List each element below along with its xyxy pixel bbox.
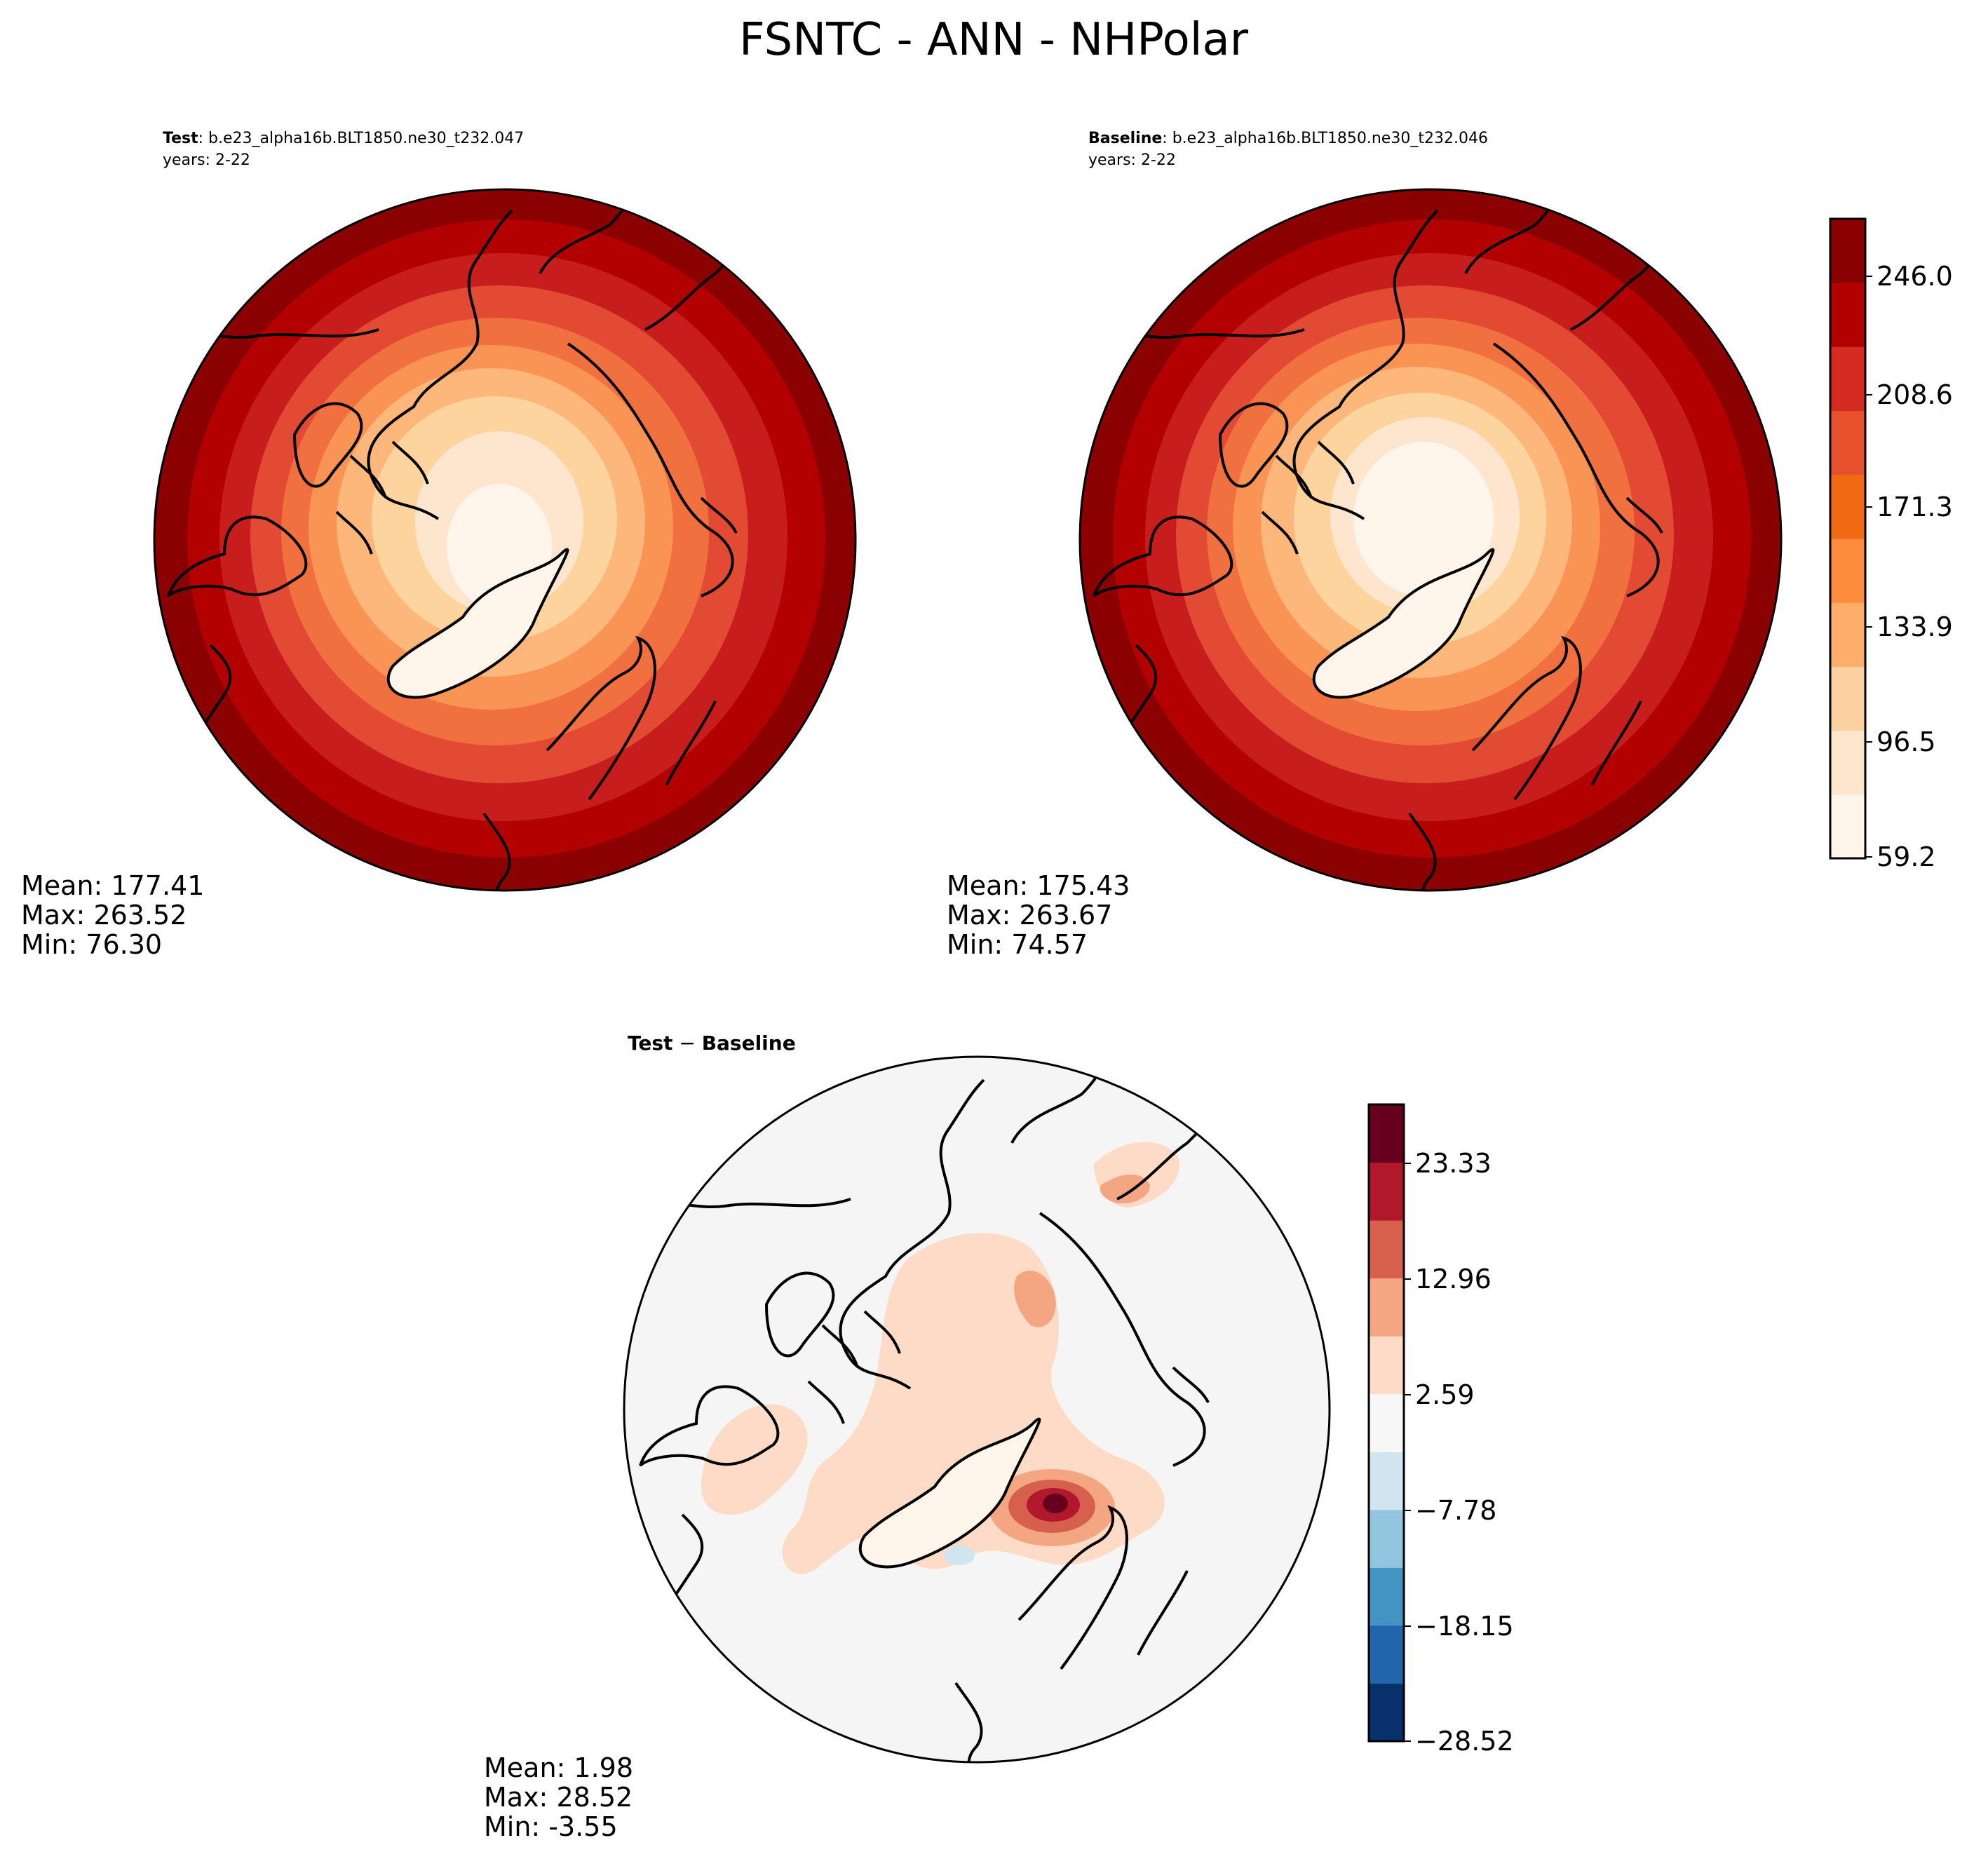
diff-colorbar-swatch — [1369, 1104, 1404, 1163]
main-colorbar-swatch — [1830, 346, 1865, 412]
diff-colorbar-swatch — [1369, 1509, 1404, 1568]
test-max: Max: 263.52 — [21, 900, 187, 931]
main-colorbar-swatch — [1830, 730, 1865, 795]
figure-title: FSNTC - ANN - NHPolar — [739, 14, 1249, 66]
diff-label-minus: − — [672, 1032, 701, 1055]
diff-label-test: Test — [628, 1032, 672, 1055]
diff-colorbar-swatches — [1369, 1104, 1404, 1742]
diff-min: Min: -3.55 — [484, 1811, 618, 1842]
baseline-max: Max: 263.67 — [947, 900, 1112, 931]
main-colorbar-tick-label: 133.9 — [1877, 611, 1953, 642]
test-map-frame — [153, 188, 857, 892]
baseline-mean: Mean: 175.43 — [947, 870, 1130, 901]
main-colorbar-swatch — [1830, 474, 1865, 539]
diff-colorbar-swatch — [1369, 1625, 1404, 1684]
main-colorbar-swatch — [1830, 539, 1865, 603]
diff-colorbar-frame — [1367, 1103, 1405, 1743]
main-colorbar-tick-label: 96.5 — [1877, 726, 1936, 757]
test-years: years: 2-22 — [163, 151, 250, 169]
diff-peak — [1043, 1494, 1068, 1513]
diff-colorbar-ticks: 23.33 12.96 2.59 −7.78 −18.15 −28.52 — [1404, 1148, 1514, 1757]
diff-colorbar-tick-label: −18.15 — [1415, 1611, 1514, 1642]
diff-colorbar-swatch — [1369, 1162, 1404, 1221]
diff-colorbar: 23.33 12.96 2.59 −7.78 −18.15 −28.52 — [1367, 1103, 1514, 1757]
baseline-ring-center — [1353, 442, 1494, 596]
diff-map — [623, 1055, 1331, 1764]
baseline-years: years: 2-22 — [1088, 151, 1176, 169]
diff-colorbar-swatch — [1369, 1220, 1404, 1279]
diff-colorbar-swatch — [1369, 1567, 1404, 1626]
test-label-case: : b.e23_alpha16b.BLT1850.ne30_t232.047 — [198, 130, 525, 147]
baseline-map — [1078, 188, 1783, 892]
diff-colorbar-tick-label: 23.33 — [1415, 1148, 1492, 1179]
test-label-bold: Test — [163, 130, 198, 147]
diff-max: Max: 28.52 — [484, 1782, 633, 1813]
main-colorbar-swatch — [1830, 602, 1865, 667]
diff-neg-patch — [944, 1546, 975, 1565]
main-colorbar-tick-label: 59.2 — [1877, 841, 1936, 872]
diff-pos-mid-canada — [1014, 1270, 1056, 1327]
diff-map-frame — [623, 1055, 1331, 1764]
main-colorbar-tick-label: 208.6 — [1877, 379, 1953, 410]
main-colorbar-swatch — [1830, 283, 1865, 347]
baseline-panel-label: Baseline: b.e23_alpha16b.BLT1850.ne30_t2… — [1088, 130, 1488, 147]
diff-colorbar-tick-label: 2.59 — [1415, 1379, 1475, 1410]
main-colorbar-tick-label: 246.0 — [1877, 261, 1953, 292]
baseline-label-bold: Baseline — [1088, 130, 1162, 147]
baseline-map-frame — [1078, 188, 1783, 892]
diff-colorbar-tick-label: 12.96 — [1415, 1264, 1492, 1294]
diff-colorbar-swatch — [1369, 1393, 1404, 1452]
diff-pos-mid-northeast — [1100, 1175, 1150, 1204]
diff-colorbar-swatch — [1369, 1336, 1404, 1395]
diff-pos-region-west — [701, 1404, 808, 1515]
main-colorbar-swatches — [1830, 219, 1865, 859]
diff-colorbar-tick-label: −28.52 — [1415, 1726, 1514, 1757]
diff-colorbar-swatch — [1369, 1683, 1404, 1742]
main-colorbar-frame — [1829, 217, 1867, 860]
main-colorbar-swatch — [1830, 410, 1865, 475]
test-map — [153, 188, 857, 892]
test-min: Min: 76.30 — [21, 929, 162, 960]
main-colorbar-tick-label: 171.3 — [1877, 492, 1953, 522]
main-colorbar-swatch — [1830, 794, 1865, 859]
main-colorbar-swatch — [1830, 666, 1865, 731]
diff-mean: Mean: 1.98 — [484, 1752, 633, 1783]
diff-colorbar-swatch — [1369, 1452, 1404, 1510]
main-colorbar-ticks: 246.0 208.6 171.3 133.9 96.5 59.2 — [1865, 261, 1953, 872]
main-colorbar: 246.0 208.6 171.3 133.9 96.5 59.2 — [1829, 217, 1953, 872]
baseline-min: Min: 74.57 — [947, 929, 1088, 960]
diff-panel-label: Test − Baseline — [628, 1032, 796, 1055]
test-mean: Mean: 177.41 — [21, 870, 204, 901]
test-panel-label: Test: b.e23_alpha16b.BLT1850.ne30_t232.0… — [163, 130, 524, 147]
diff-colorbar-tick-label: −7.78 — [1415, 1495, 1496, 1526]
baseline-label-case: : b.e23_alpha16b.BLT1850.ne30_t232.046 — [1162, 130, 1488, 147]
diff-colorbar-swatch — [1369, 1278, 1404, 1337]
main-colorbar-swatch — [1830, 219, 1865, 283]
diff-label-baseline: Baseline — [702, 1032, 796, 1055]
